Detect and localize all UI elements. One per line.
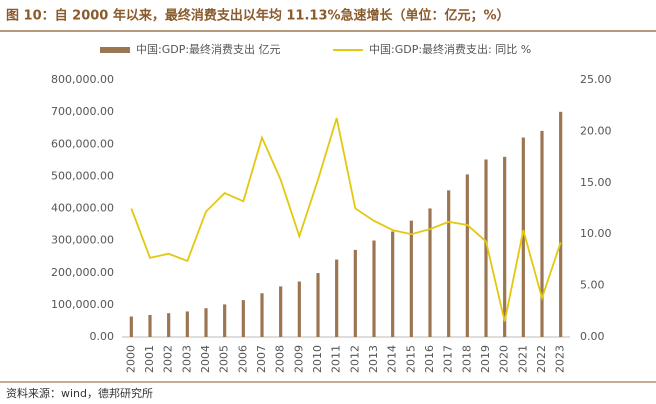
bar — [521, 137, 525, 337]
x-tick-label: 2006 — [236, 345, 249, 373]
x-tick-label: 2008 — [274, 345, 287, 373]
source: 资料来源：wind，德邦研究所 — [6, 386, 153, 400]
x-tick-label: 2017 — [442, 345, 455, 373]
x-tick-label: 2005 — [218, 345, 231, 373]
bar — [260, 293, 264, 337]
x-tick-label: 2003 — [180, 345, 193, 373]
bar — [335, 259, 339, 337]
x-tick-label: 2011 — [330, 345, 343, 373]
bar — [316, 273, 320, 337]
y-tick-label: 500,000.00 — [51, 169, 114, 182]
x-tick-label: 2023 — [554, 345, 567, 373]
legend-label: 中国:GDP:最终消费支出 亿元 — [136, 42, 281, 56]
x-tick-label: 2010 — [311, 345, 324, 373]
bar — [428, 208, 432, 337]
bar — [279, 286, 283, 337]
x-tick-label: 2013 — [367, 345, 380, 373]
y2-tick-label: 20.00 — [580, 124, 612, 137]
y-tick-label: 400,000.00 — [51, 202, 114, 215]
x-tick-label: 2000 — [124, 345, 137, 373]
y-tick-label: 700,000.00 — [51, 105, 114, 118]
bar — [148, 314, 152, 337]
x-tick-label: 2002 — [162, 345, 175, 373]
bar — [241, 300, 245, 337]
bar — [185, 311, 189, 337]
y-tick-label: 800,000.00 — [51, 73, 114, 86]
y-tick-label: 0.00 — [90, 330, 115, 343]
x-tick-label: 2018 — [460, 345, 473, 373]
bar — [465, 174, 469, 337]
bar — [372, 240, 376, 337]
y2-tick-label: 0.00 — [580, 330, 605, 343]
x-tick-label: 2007 — [255, 345, 268, 373]
x-tick-label: 2022 — [535, 345, 548, 373]
bar — [353, 249, 357, 337]
line — [130, 117, 562, 322]
bar — [409, 220, 413, 337]
y2-tick-label: 25.00 — [580, 73, 612, 86]
y2-tick-label: 15.00 — [580, 176, 612, 189]
y-tick-label: 100,000.00 — [51, 298, 114, 311]
legend-swatch — [100, 47, 130, 53]
y2-tick-label: 5.00 — [580, 279, 605, 292]
y-tick-label: 600,000.00 — [51, 137, 114, 150]
x-tick-label: 2016 — [423, 345, 436, 373]
y-tick-label: 300,000.00 — [51, 234, 114, 247]
y2-tick-label: 10.00 — [580, 227, 612, 240]
bar — [503, 156, 507, 337]
bar — [204, 308, 208, 337]
bar — [223, 304, 227, 337]
bar — [540, 130, 544, 337]
legend-label: 中国:GDP:最终消费支出: 同比 % — [369, 42, 531, 56]
x-tick-label: 2015 — [404, 345, 417, 373]
y-tick-label: 200,000.00 — [51, 266, 114, 279]
bar — [129, 316, 133, 337]
x-tick-label: 2014 — [386, 345, 399, 373]
bar — [167, 313, 171, 337]
x-tick-label: 2020 — [498, 345, 511, 373]
bar — [391, 231, 395, 337]
x-tick-label: 2012 — [348, 345, 361, 373]
chart-title: 图 10：自 2000 年以来，最终消费支出以年均 11.13%急速增长（单位：… — [6, 8, 510, 24]
bar — [447, 190, 451, 337]
x-tick-label: 2019 — [479, 345, 492, 373]
bar — [297, 281, 301, 337]
bar — [559, 111, 563, 338]
x-tick-label: 2021 — [516, 345, 529, 373]
bar — [484, 159, 488, 337]
x-tick-label: 2009 — [292, 345, 305, 373]
x-tick-label: 2001 — [143, 345, 156, 373]
x-tick-label: 2004 — [199, 345, 212, 373]
